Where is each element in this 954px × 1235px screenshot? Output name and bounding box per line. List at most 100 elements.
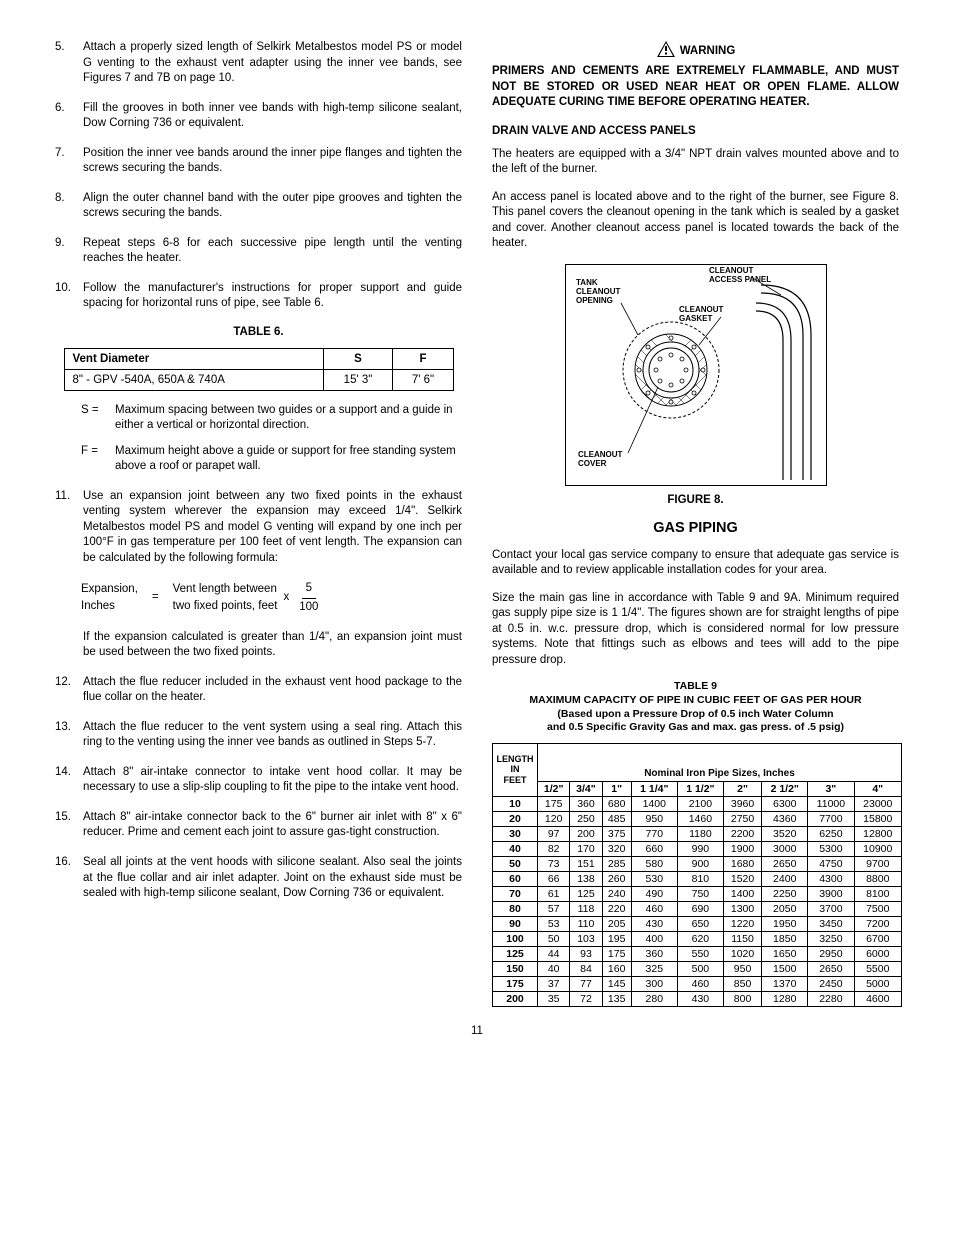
t9-cell: 11000 <box>808 796 854 811</box>
t9-cell: 6700 <box>854 931 902 946</box>
step-num: 10. <box>55 281 83 312</box>
s11-num: 11. <box>55 489 83 567</box>
t9-cell: 57 <box>538 901 570 916</box>
t9-cell: 240 <box>602 886 631 901</box>
t9-cell: 73 <box>538 856 570 871</box>
t9-cell: 175 <box>493 976 538 991</box>
t9-cell: 2650 <box>762 856 808 871</box>
t9-t4: and 0.5 Specific Gravity Gas and max. ga… <box>547 721 844 733</box>
step-body: Attach the flue reducer to the vent syst… <box>83 720 462 751</box>
t9-cell: 850 <box>723 976 761 991</box>
t9-cell: 138 <box>570 871 602 886</box>
t9-cell: 77 <box>570 976 602 991</box>
t9-cell: 44 <box>538 946 570 961</box>
svg-text:COVER: COVER <box>578 459 607 468</box>
f-mt: Vent length between <box>173 581 277 598</box>
t9-cell: 3960 <box>723 796 761 811</box>
t9-t2: MAXIMUM CAPACITY OF PIPE IN CUBIC FEET O… <box>529 694 861 706</box>
t6-c0: 8" - GPV -540A, 650A & 740A <box>64 369 323 390</box>
t9-cell: 810 <box>677 871 723 886</box>
t9-cell: 1220 <box>723 916 761 931</box>
right-column: WARNING PRIMERS AND CEMENTS ARE EXTREMEL… <box>492 40 899 1007</box>
t9-cell: 300 <box>631 976 677 991</box>
step-body: Attach the flue reducer included in the … <box>83 675 462 706</box>
s11-body: Use an expansion joint between any two f… <box>83 489 462 567</box>
t9-cell: 620 <box>677 931 723 946</box>
step-body: Repeat steps 6-8 for each successive pip… <box>83 236 462 267</box>
t6-c2: 7' 6" <box>393 369 453 390</box>
t9-cell: 103 <box>570 931 602 946</box>
step-num: 7. <box>55 146 83 177</box>
t9-cell: 125 <box>570 886 602 901</box>
table9: LENGTHINFEETNominal Iron Pipe Sizes, Inc… <box>492 743 902 1007</box>
t9-cell: 320 <box>602 841 631 856</box>
t6-h1: S <box>323 348 393 369</box>
t9-cell: 950 <box>631 811 677 826</box>
t9-cell: 650 <box>677 916 723 931</box>
t9-cell: 40 <box>538 961 570 976</box>
f-x: x <box>283 589 289 606</box>
t9-size: 1" <box>602 781 631 796</box>
def-text: Maximum spacing between two guides or a … <box>115 403 462 434</box>
t9-cell: 20 <box>493 811 538 826</box>
t9-cell: 2950 <box>808 946 854 961</box>
t9-cell: 4300 <box>808 871 854 886</box>
t9-size: 1/2" <box>538 781 570 796</box>
gas-piping-title: GAS PIPING <box>492 520 899 536</box>
t9-cell: 1020 <box>723 946 761 961</box>
step-num: 14. <box>55 765 83 796</box>
t9-cell: 1150 <box>723 931 761 946</box>
t9-cell: 690 <box>677 901 723 916</box>
t9-cell: 220 <box>602 901 631 916</box>
t9-cell: 195 <box>602 931 631 946</box>
step-num: 6. <box>55 101 83 132</box>
t9-cell: 7200 <box>854 916 902 931</box>
step-num: 15. <box>55 810 83 841</box>
t9-cell: 1370 <box>762 976 808 991</box>
t9-cell: 2250 <box>762 886 808 901</box>
t9-cell: 5300 <box>808 841 854 856</box>
t9-size: 2" <box>723 781 761 796</box>
t9-cell: 145 <box>602 976 631 991</box>
t9-cell: 990 <box>677 841 723 856</box>
t9-cell: 175 <box>538 796 570 811</box>
t9-cell: 2100 <box>677 796 723 811</box>
t9-cell: 4600 <box>854 991 902 1006</box>
t9-cell: 120 <box>538 811 570 826</box>
svg-text:OPENING: OPENING <box>576 296 613 305</box>
gas-p1: Contact your local gas service company t… <box>492 548 899 579</box>
t9-cell: 1680 <box>723 856 761 871</box>
t6-h2: F <box>393 348 453 369</box>
t9-cell: 118 <box>570 901 602 916</box>
t9-cell: 9700 <box>854 856 902 871</box>
t9-cell: 40 <box>493 841 538 856</box>
t9-cell: 2400 <box>762 871 808 886</box>
step-body: Seal all joints at the vent hoods with s… <box>83 855 462 902</box>
def-label: F = <box>81 444 115 475</box>
def-label: S = <box>81 403 115 434</box>
t9-cell: 800 <box>723 991 761 1006</box>
t9-cell: 3700 <box>808 901 854 916</box>
t9-cell: 325 <box>631 961 677 976</box>
step-num: 9. <box>55 236 83 267</box>
t9-cell: 10900 <box>854 841 902 856</box>
t9-cell: 7500 <box>854 901 902 916</box>
t9-cell: 72 <box>570 991 602 1006</box>
t9-cell: 1900 <box>723 841 761 856</box>
t9-size: 1 1/4" <box>631 781 677 796</box>
t9-cell: 70 <box>493 886 538 901</box>
t9-cell: 66 <box>538 871 570 886</box>
t9-cell: 900 <box>677 856 723 871</box>
drain-heading: DRAIN VALVE AND ACCESS PANELS <box>492 125 899 137</box>
svg-text:TANK: TANK <box>576 278 598 287</box>
t9-cell: 6300 <box>762 796 808 811</box>
t9-cell: 7700 <box>808 811 854 826</box>
t9-cell: 360 <box>570 796 602 811</box>
t9-cell: 3520 <box>762 826 808 841</box>
t9-cell: 50 <box>538 931 570 946</box>
t9-cell: 151 <box>570 856 602 871</box>
steps-bottom: 12.Attach the flue reducer included in t… <box>55 675 462 902</box>
step-num: 13. <box>55 720 83 751</box>
step-num: 12. <box>55 675 83 706</box>
t9-cell: 550 <box>677 946 723 961</box>
